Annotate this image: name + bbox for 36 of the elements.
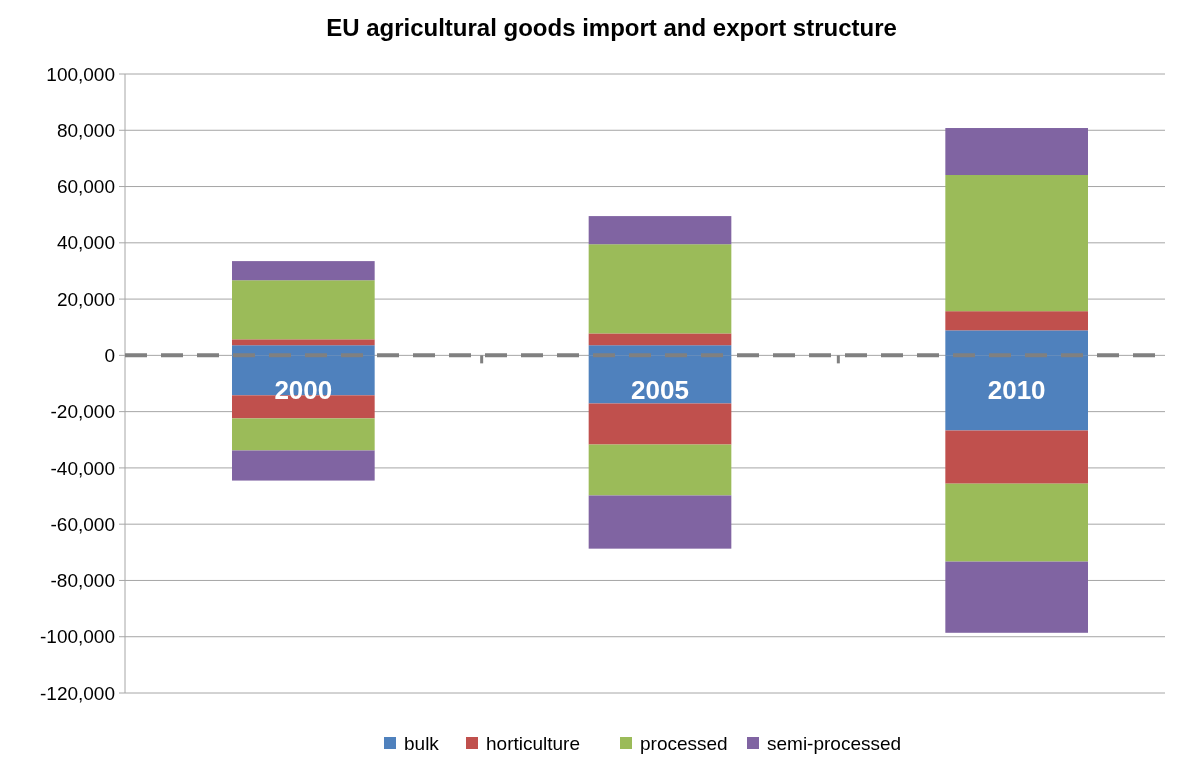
y-tick-label: -40,000 [50, 457, 115, 479]
bar [588, 333, 732, 346]
y-tick-label: 40,000 [56, 232, 115, 254]
y-tick-label: 60,000 [56, 176, 115, 198]
legend-label: semi-processed [767, 732, 902, 754]
legend-label: processed [640, 732, 728, 754]
bar [232, 418, 375, 451]
bar [588, 495, 732, 549]
y-tick-label: -120,000 [39, 682, 115, 704]
bar [945, 311, 1088, 331]
bar [945, 128, 1088, 176]
bar [945, 483, 1088, 562]
y-tick-label: -80,000 [50, 570, 115, 592]
chart-title: EU agricultural goods import and export structure [326, 14, 897, 41]
bar [945, 561, 1088, 633]
legend-label: bulk [404, 732, 440, 754]
bar [232, 261, 375, 281]
x-tick-label: 2010 [987, 375, 1046, 406]
legend-label: horticulture [486, 732, 580, 754]
bar [588, 444, 732, 496]
bar [945, 175, 1088, 312]
bar [588, 244, 732, 334]
x-tick-label: 2005 [631, 375, 689, 406]
bar [588, 403, 732, 445]
y-tick-label: 80,000 [56, 119, 115, 141]
bar [232, 280, 375, 340]
y-tick-label: 20,000 [56, 288, 115, 310]
bar [588, 216, 732, 245]
y-tick-label: -100,000 [39, 626, 115, 648]
bar [232, 339, 375, 346]
y-tick-label: -60,000 [50, 513, 115, 535]
y-tick-label: 0 [104, 345, 115, 367]
bar [232, 450, 375, 481]
y-tick-label: 100,000 [46, 63, 115, 85]
bar [945, 430, 1088, 484]
y-tick-label: -20,000 [50, 401, 115, 423]
